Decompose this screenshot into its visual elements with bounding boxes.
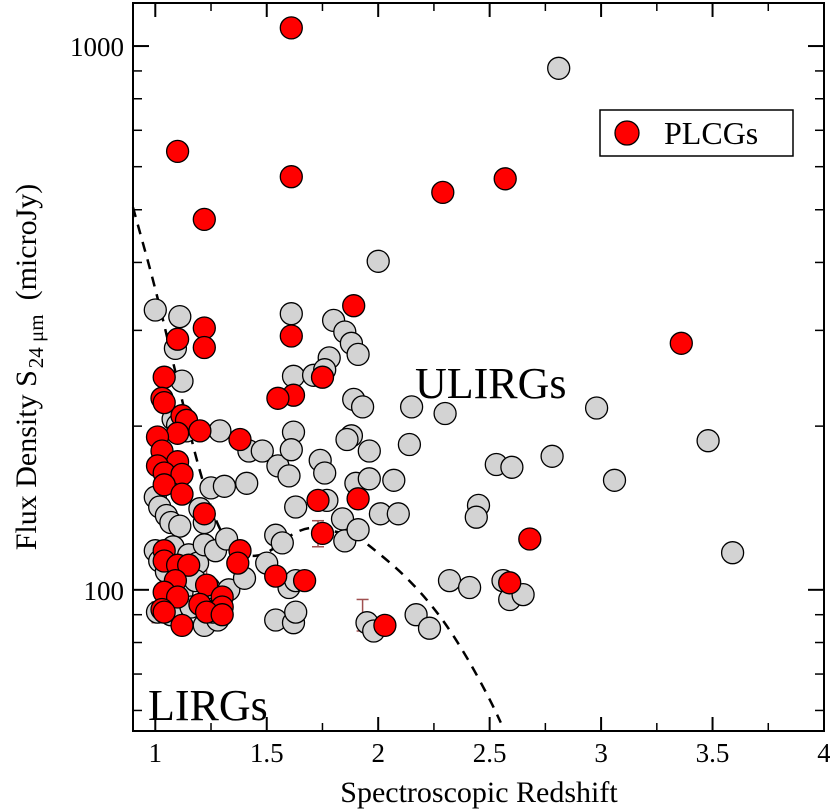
plot-frame <box>132 2 825 732</box>
x-tick-label: 1.5 <box>250 738 284 768</box>
region-label-lirgs: LIRGs <box>148 681 268 730</box>
galaxy-point <box>168 514 192 538</box>
plcg-point <box>493 167 517 191</box>
y-tick-label: 100 <box>84 576 125 606</box>
plcg-point <box>152 600 176 624</box>
galaxy-point <box>720 541 745 565</box>
y-axis-title-unit: (microJy) <box>10 184 43 301</box>
galaxy-point <box>357 439 381 463</box>
legend: PLCGs <box>599 109 794 157</box>
y-axis-title-subscript: 24 μm <box>24 314 48 368</box>
plcg-point <box>165 585 190 609</box>
plcg-point <box>279 16 303 40</box>
x-tick-label: 4 <box>817 738 830 768</box>
galaxy-point <box>457 575 482 600</box>
galaxy-point <box>277 464 301 488</box>
galaxy-point <box>346 342 370 367</box>
plcg-point <box>669 331 693 355</box>
plcg-point <box>192 207 216 232</box>
galaxy-point <box>382 468 406 492</box>
galaxy-point <box>212 474 237 498</box>
galaxy-point <box>602 468 627 492</box>
legend-label: PLCGs <box>664 115 758 151</box>
galaxy-point <box>143 298 167 322</box>
region-label-ulirgs: ULIRGs <box>415 359 567 408</box>
x-tick-label: 1 <box>149 738 163 768</box>
galaxy-point <box>284 495 308 519</box>
x-tick-label: 2 <box>371 738 385 768</box>
galaxy-point <box>417 616 442 640</box>
plcg-point <box>373 613 397 638</box>
galaxy-point <box>284 600 308 624</box>
galaxy-point <box>437 568 462 593</box>
plcg-point <box>518 527 542 551</box>
galaxy-point <box>346 518 370 542</box>
plcg-point <box>152 365 176 389</box>
y-tick-labels: 100 1000 <box>70 32 124 606</box>
galaxy-point <box>500 455 524 479</box>
x-tick-label: 2.5 <box>473 738 507 768</box>
lirg-ulirg-divider-curve <box>131 207 502 724</box>
galaxy-point <box>386 502 410 526</box>
plcg-point <box>170 613 194 638</box>
plcg-point <box>170 482 194 506</box>
plcg-point <box>306 488 330 513</box>
plcg-point <box>310 365 335 389</box>
galaxy-point <box>357 467 381 491</box>
plcg-point <box>177 553 201 577</box>
plcg-point <box>498 571 522 595</box>
plcg-point <box>228 427 252 452</box>
axis-ticks <box>133 3 825 731</box>
plcg-point <box>192 502 216 526</box>
galaxy-point <box>399 395 424 419</box>
legend-marker <box>614 120 640 146</box>
plcg-point <box>226 551 250 575</box>
x-axis-title: Spectroscopic Redshift <box>340 776 618 809</box>
galaxy-point <box>335 427 359 452</box>
plcg-point <box>310 521 335 546</box>
plcg-point <box>152 390 176 415</box>
x-tick-label: 3.5 <box>696 738 730 768</box>
galaxy-point <box>397 432 422 457</box>
plcg-point <box>266 386 290 410</box>
plcg-point <box>292 568 317 593</box>
galaxy-point <box>696 429 720 453</box>
galaxy-point <box>350 395 375 419</box>
plcg-point <box>188 419 212 443</box>
galaxy-point <box>366 249 390 273</box>
plcg-point <box>264 564 288 588</box>
plcg-point <box>192 316 216 340</box>
galaxy-point <box>433 401 457 426</box>
galaxy-point <box>168 304 192 329</box>
galaxy-point <box>584 396 609 420</box>
x-tick-labels: 1 1.5 2 2.5 3 3.5 4 <box>149 738 830 768</box>
y-axis-title: Flux Density S24 μm (microJy) <box>10 184 48 551</box>
plcg-point <box>165 421 190 445</box>
plcg-point <box>279 165 303 189</box>
y-tick-label: 1000 <box>70 32 124 62</box>
galaxy-point <box>270 531 294 555</box>
x-tick-label: 3 <box>594 738 608 768</box>
galaxy-point <box>208 419 232 443</box>
plcg-point <box>431 180 455 205</box>
plcg-point <box>210 603 234 627</box>
plcg-point <box>192 335 216 360</box>
plcg-point <box>165 327 190 351</box>
galaxy-point <box>313 461 337 485</box>
galaxy-point <box>540 444 564 468</box>
plcg-point <box>346 487 370 511</box>
plcg-point <box>165 139 190 164</box>
galaxy-point <box>547 56 571 80</box>
plcg-point <box>279 324 303 348</box>
galaxy-point <box>250 439 274 463</box>
data-points <box>143 16 745 643</box>
y-axis-title-main: Flux Density S <box>10 370 43 550</box>
galaxy-point <box>235 471 259 495</box>
galaxy-point <box>279 302 303 326</box>
plcg-point <box>342 294 366 318</box>
galaxy-point <box>464 505 488 529</box>
galaxy-point <box>279 438 303 462</box>
